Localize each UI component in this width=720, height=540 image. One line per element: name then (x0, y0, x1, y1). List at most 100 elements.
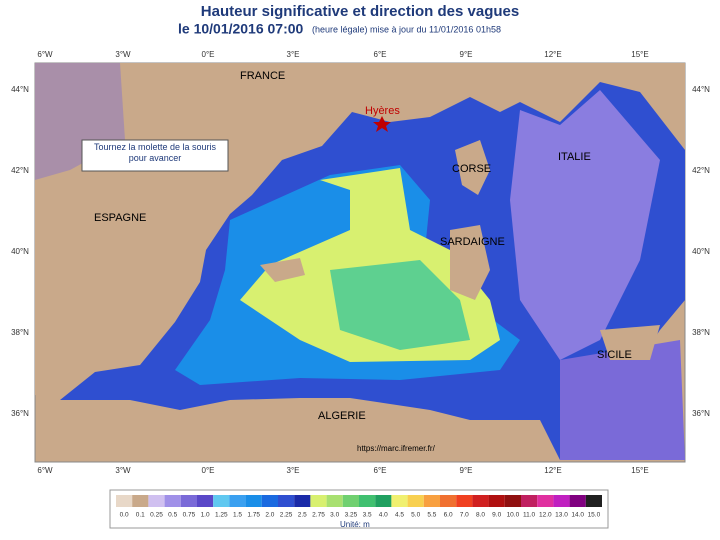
legend-label: 2.75 (312, 512, 325, 519)
longitude-label: 9°E (460, 466, 473, 475)
legend: 0.0 0.1 0.25 0.5 0.75 1.0 1.25 1.5 1.75 2.0 2.25 2.… (109, 489, 609, 529)
legend-swatch (197, 495, 214, 507)
legend-label: 2.25 (280, 512, 293, 519)
legend-swatch (569, 495, 586, 507)
longitude-label: 0°E (202, 466, 215, 475)
latitude-label: 40°N (11, 247, 29, 256)
legend-swatch (245, 495, 262, 507)
longitude-label: 12°E (544, 466, 561, 475)
place-label: SARDAIGNE (440, 236, 505, 248)
map (34, 62, 686, 463)
place-label: ITALIE (558, 151, 591, 163)
legend-swatch (537, 495, 554, 507)
legend-swatch (148, 495, 165, 507)
latitude-label: 38°N (11, 328, 29, 337)
legend-label: 14.0 (571, 512, 584, 519)
longitude-label: 15°E (631, 50, 648, 59)
legend-swatch (310, 495, 327, 507)
legend-label: 5.0 (411, 512, 420, 519)
longitude-label: 3°W (115, 50, 131, 59)
legend-label: 9.0 (492, 512, 501, 519)
legend-label: 2.0 (265, 512, 274, 519)
legend-swatch (423, 495, 440, 507)
place-label: ALGERIE (318, 410, 366, 422)
legend-label: 6.0 (444, 512, 453, 519)
legend-swatch (180, 495, 197, 507)
source-url: https://marc.ifremer.fr/ (357, 444, 436, 453)
legend-swatch (391, 495, 408, 507)
place-label: Hyères (365, 105, 400, 117)
legend-swatch (278, 495, 295, 507)
hint-box (81, 139, 229, 172)
longitude-label: 12°E (544, 50, 561, 59)
legend-label: 12.0 (539, 512, 552, 519)
legend-swatch (375, 495, 392, 507)
place-label: ESPAGNE (94, 212, 146, 224)
legend-swatch (553, 495, 570, 507)
legend-swatch (359, 495, 376, 507)
legend-swatch (213, 495, 230, 507)
legend-label: 3.5 (363, 512, 372, 519)
legend-swatch (407, 495, 424, 507)
legend-label: 11.0 (523, 512, 536, 519)
legend-swatch (132, 495, 149, 507)
legend-swatch (116, 495, 133, 507)
legend-label: 0.75 (183, 512, 196, 519)
legend-swatch (261, 495, 278, 507)
place-label: SICILE (597, 349, 632, 361)
legend-label: 3.25 (345, 512, 358, 519)
legend-swatch (440, 495, 457, 507)
legend-swatch (488, 495, 505, 507)
longitude-label: 0°E (202, 50, 215, 59)
longitude-label: 15°E (631, 466, 648, 475)
place-label: CORSE (452, 163, 491, 175)
longitude-label: 6°W (37, 466, 53, 475)
legend-label: 4.0 (379, 512, 388, 519)
longitude-label: 3°W (115, 466, 131, 475)
latitude-label: 44°N (11, 85, 29, 94)
place-label: FRANCE (240, 70, 285, 82)
latitude-label: 42°N (11, 166, 29, 175)
legend-label: 1.5 (233, 512, 242, 519)
legend-label: 0.5 (168, 512, 177, 519)
legend-swatch (504, 495, 521, 507)
legend-label: 2.5 (298, 512, 307, 519)
longitude-label: 9°E (460, 50, 473, 59)
legend-label: 13.0 (555, 512, 568, 519)
longitude-label: 6°E (374, 50, 387, 59)
longitude-label: 3°E (287, 50, 300, 59)
legend-label: 7.0 (460, 512, 469, 519)
legend-label: 0.1 (136, 512, 145, 519)
legend-label: 0.0 (120, 512, 129, 519)
legend-label: 8.0 (476, 512, 485, 519)
latitude-label: 40°N (692, 247, 710, 256)
longitude-label: 6°W (37, 50, 53, 59)
legend-label: 10.0 (507, 512, 520, 519)
legend-label: 1.25 (215, 512, 228, 519)
hint: Tournez la molette de la souris pour ava… (93, 142, 217, 163)
latitude-label: 36°N (692, 409, 710, 418)
legend-swatch (229, 495, 246, 507)
legend-swatch (326, 495, 343, 507)
legend-label: 15.0 (588, 512, 601, 519)
legend-label: 1.0 (201, 512, 210, 519)
latitude-label: 38°N (692, 328, 710, 337)
latitude-label: 36°N (11, 409, 29, 418)
legend-swatch (585, 495, 602, 507)
legend-swatch (342, 495, 359, 507)
hint-text: Tournez la molette de la souris pour ava… (93, 142, 217, 163)
legend-swatch (472, 495, 489, 507)
update-note: (heure légale) mise à jour du 11/01/2016… (312, 24, 501, 34)
latitude-label: 42°N (692, 166, 710, 175)
legend-swatch (521, 495, 538, 507)
date: le 10/01/2016 07:00 (178, 21, 304, 37)
legend-swatch (294, 495, 311, 507)
legend-swatch (456, 495, 473, 507)
longitude-label: 6°E (374, 466, 387, 475)
legend-swatch (164, 495, 181, 507)
legend-label: 4.5 (395, 512, 404, 519)
longitude-label: 3°E (287, 466, 300, 475)
legend-label: 5.5 (427, 512, 436, 519)
